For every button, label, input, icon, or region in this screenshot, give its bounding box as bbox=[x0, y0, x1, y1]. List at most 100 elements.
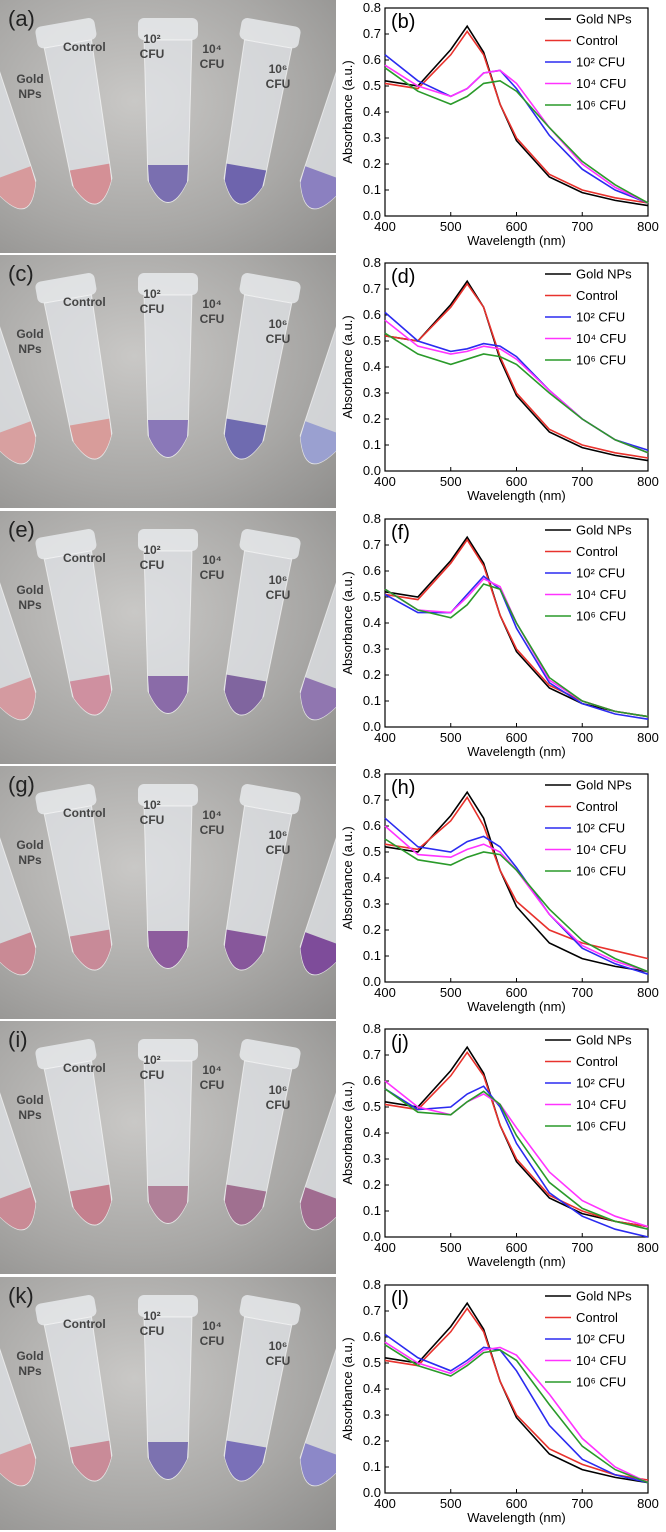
tube-liquid bbox=[300, 166, 336, 209]
y-tick-label: 0.5 bbox=[363, 1355, 381, 1370]
y-tick-label: 0.7 bbox=[363, 537, 381, 552]
y-tick-label: 0.4 bbox=[363, 615, 381, 630]
tube-label: Gold NPs bbox=[16, 838, 44, 867]
x-tick-label: 700 bbox=[571, 219, 593, 234]
legend-label: 10² CFU bbox=[576, 565, 625, 580]
y-tick-label: 0.4 bbox=[363, 104, 381, 119]
tube-label: 10⁶ CFU bbox=[265, 1083, 291, 1113]
tube bbox=[35, 1039, 113, 1226]
series-line bbox=[384, 825, 649, 973]
tube bbox=[299, 46, 336, 210]
y-axis-label: Absorbance (a.u.) bbox=[340, 826, 355, 929]
y-tick-label: 0.6 bbox=[363, 563, 381, 578]
tube-cap bbox=[35, 18, 97, 49]
y-tick-label: 0.2 bbox=[363, 1433, 381, 1448]
legend-label: 10² CFU bbox=[576, 821, 625, 836]
tube-label: 10⁴ CFU bbox=[199, 1063, 225, 1093]
tube bbox=[299, 302, 336, 465]
y-tick-label: 0.4 bbox=[363, 359, 381, 374]
panel-label: (d) bbox=[391, 266, 415, 288]
photo-label: (g) bbox=[8, 772, 35, 797]
legend-label: 10⁶ CFU bbox=[576, 353, 626, 368]
tube bbox=[223, 1294, 301, 1482]
tube-liquid bbox=[224, 163, 267, 204]
tube-liquid bbox=[0, 166, 36, 209]
photo-panel: (a) Gold NPs Control 10² CFU 10⁴ CFU 10⁶ CFU bbox=[0, 0, 336, 253]
series-line bbox=[384, 30, 649, 204]
x-axis-label: Wavelength (nm) bbox=[467, 999, 566, 1014]
tube-label: Gold NPs bbox=[16, 1093, 44, 1123]
photo-panel: (c) Gold NPs Control 10² CFU 10⁴ CFU 10⁶ CFU bbox=[0, 255, 336, 509]
legend-label: 10⁴ CFU bbox=[576, 587, 626, 602]
legend-label: 10⁶ CFU bbox=[576, 608, 626, 623]
legend-label: Control bbox=[576, 288, 618, 303]
y-tick-label: 0.6 bbox=[363, 52, 381, 67]
y-tick-label: 0.1 bbox=[363, 1203, 381, 1218]
tube-label: 10² CFU bbox=[139, 542, 165, 572]
tube bbox=[299, 1323, 336, 1487]
x-tick-label: 500 bbox=[440, 730, 462, 745]
legend-label: 10⁶ CFU bbox=[576, 1119, 626, 1134]
x-axis-label: Wavelength (nm) bbox=[467, 233, 566, 248]
tube-liquid bbox=[148, 931, 188, 968]
tube-label: 10² CFU bbox=[139, 1308, 165, 1338]
tube-liquid bbox=[0, 1442, 36, 1486]
x-tick-label: 600 bbox=[506, 219, 528, 234]
tubes bbox=[0, 18, 336, 210]
photo-label: (a) bbox=[8, 6, 35, 31]
tube-cap bbox=[138, 784, 198, 806]
photo-panel: (e) Gold NPs Control 10² CFU 10⁴ CFU 10⁶ CFU bbox=[0, 510, 336, 764]
tube-label: 10² CFU bbox=[139, 287, 165, 317]
y-tick-label: 0.7 bbox=[363, 1303, 381, 1318]
tube-label: 10² CFU bbox=[139, 1053, 165, 1083]
series-line bbox=[384, 838, 649, 973]
x-tick-label: 400 bbox=[374, 1496, 396, 1511]
tube bbox=[35, 1294, 113, 1482]
y-tick-label: 0.8 bbox=[363, 255, 381, 270]
tube bbox=[0, 812, 37, 976]
legend-label: 10² CFU bbox=[576, 1331, 625, 1346]
tube-cap bbox=[239, 273, 301, 304]
y-tick-label: 0.1 bbox=[363, 437, 381, 452]
series-line bbox=[384, 67, 649, 204]
tube bbox=[0, 1323, 37, 1487]
tube-cap bbox=[138, 273, 198, 296]
legend-label: 10⁴ CFU bbox=[576, 1353, 626, 1368]
series-line bbox=[384, 582, 649, 718]
y-tick-label: 0.0 bbox=[363, 1485, 381, 1500]
series-line bbox=[384, 1306, 649, 1481]
legend-label: 10⁴ CFU bbox=[576, 76, 626, 91]
y-tick-label: 0.8 bbox=[363, 0, 381, 15]
tube-liquid bbox=[148, 420, 188, 458]
y-tick-label: 0.6 bbox=[363, 307, 381, 322]
y-tick-label: 0.6 bbox=[363, 1073, 381, 1088]
legend-label: 10⁶ CFU bbox=[576, 98, 626, 113]
y-tick-label: 0.3 bbox=[363, 1407, 381, 1422]
y-tick-label: 0.0 bbox=[363, 719, 381, 734]
y-tick-label: 0.0 bbox=[363, 463, 381, 478]
legend-label: Gold NPs bbox=[576, 522, 632, 537]
y-tick-label: 0.8 bbox=[363, 766, 381, 781]
x-tick-label: 800 bbox=[637, 219, 659, 234]
tube-cap bbox=[35, 1039, 97, 1070]
tube-liquid bbox=[0, 421, 36, 464]
x-tick-label: 600 bbox=[506, 474, 528, 489]
tube-liquid bbox=[148, 675, 188, 713]
tube bbox=[223, 528, 301, 716]
tube-liquid bbox=[69, 929, 112, 970]
tube bbox=[138, 18, 198, 203]
tube-label: Control bbox=[63, 295, 106, 310]
y-tick-label: 0.2 bbox=[363, 667, 381, 682]
x-tick-label: 600 bbox=[506, 730, 528, 745]
tube-liquid bbox=[148, 1186, 188, 1224]
tube-label: 10⁶ CFU bbox=[265, 572, 291, 602]
y-tick-label: 0.4 bbox=[363, 1381, 381, 1396]
chart: 0.0 0.1 0.2 0.3 0.4 0.5 0.6 0.7 0.8 400 500 600 700 8… bbox=[340, 255, 659, 503]
x-axis-label: Wavelength (nm) bbox=[467, 1254, 566, 1269]
series-line bbox=[384, 332, 649, 454]
legend-label: Gold NPs bbox=[576, 778, 632, 793]
x-tick-label: 500 bbox=[440, 474, 462, 489]
tube bbox=[35, 18, 113, 205]
y-tick-label: 0.3 bbox=[363, 1151, 381, 1166]
